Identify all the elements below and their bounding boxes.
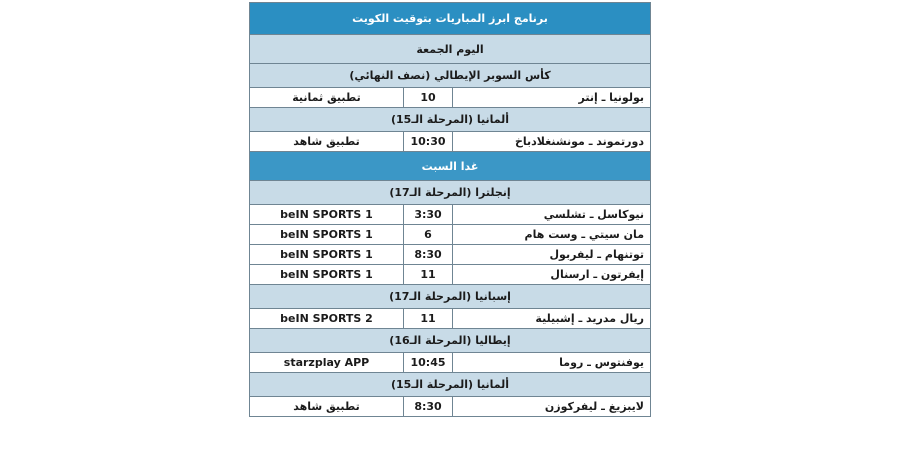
- match-channel: beIN SPORTS 1: [249, 244, 404, 265]
- match-time: 8:30: [403, 244, 453, 265]
- match-channel: تطبيق ثمانية: [249, 87, 404, 108]
- competition-name: ألمانيا (المرحلة الـ15): [249, 107, 651, 132]
- match-teams: إيفرتون ـ ارسنال: [452, 264, 651, 285]
- match-teams: مان سيتي ـ وست هام: [452, 224, 651, 245]
- match-teams: بولونيا ـ إنتر: [452, 87, 651, 108]
- match-teams: لايبزيغ ـ ليفركوزن: [452, 396, 651, 417]
- day-row: غدا السبت: [249, 151, 651, 181]
- competition-name: إسبانيا (المرحلة الـ17): [249, 284, 651, 309]
- match-row: ريال مدريد ـ إشبيلية 11 beIN SPORTS 2: [249, 308, 651, 329]
- match-teams: دورتموند ـ مونشنغلادباخ: [452, 131, 651, 152]
- match-time: 6: [403, 224, 453, 245]
- match-row: مان سيتي ـ وست هام 6 beIN SPORTS 1: [249, 224, 651, 245]
- competition-row: إيطاليا (المرحلة الـ16): [249, 328, 651, 353]
- match-schedule-table: برنامج ابرز المباريات بتوقيت الكويت اليو…: [249, 2, 651, 417]
- match-time: 8:30: [403, 396, 453, 417]
- table-title: برنامج ابرز المباريات بتوقيت الكويت: [249, 2, 651, 35]
- match-teams: نيوكاسل ـ تشلسي: [452, 204, 651, 225]
- day-label: غدا السبت: [249, 151, 651, 181]
- competition-row: كأس السوبر الإيطالي (نصف النهائي): [249, 63, 651, 88]
- match-channel: beIN SPORTS 2: [249, 308, 404, 329]
- match-channel: beIN SPORTS 1: [249, 224, 404, 245]
- competition-row: إنجلترا (المرحلة الـ17): [249, 180, 651, 205]
- match-teams: يوفنتوس ـ روما: [452, 352, 651, 373]
- competition-name: كأس السوبر الإيطالي (نصف النهائي): [249, 63, 651, 88]
- match-row: إيفرتون ـ ارسنال 11 beIN SPORTS 1: [249, 264, 651, 285]
- table-title-row: برنامج ابرز المباريات بتوقيت الكويت: [249, 2, 651, 35]
- match-row: لايبزيغ ـ ليفركوزن 8:30 تطبيق شاهد: [249, 396, 651, 417]
- match-time: 11: [403, 264, 453, 285]
- competition-row: ألمانيا (المرحلة الـ15): [249, 107, 651, 132]
- match-channel: starzplay APP: [249, 352, 404, 373]
- match-time: 10:45: [403, 352, 453, 373]
- match-row: نيوكاسل ـ تشلسي 3:30 beIN SPORTS 1: [249, 204, 651, 225]
- match-teams: توتنهام ـ ليفربول: [452, 244, 651, 265]
- match-channel: تطبيق شاهد: [249, 396, 404, 417]
- match-row: بولونيا ـ إنتر 10 تطبيق ثمانية: [249, 87, 651, 108]
- match-time: 10:30: [403, 131, 453, 152]
- competition-name: إنجلترا (المرحلة الـ17): [249, 180, 651, 205]
- match-channel: beIN SPORTS 1: [249, 204, 404, 225]
- match-time: 10: [403, 87, 453, 108]
- match-time: 3:30: [403, 204, 453, 225]
- competition-name: ألمانيا (المرحلة الـ15): [249, 372, 651, 397]
- competition-row: إسبانيا (المرحلة الـ17): [249, 284, 651, 309]
- day-row: اليوم الجمعة: [249, 34, 651, 64]
- match-time: 11: [403, 308, 453, 329]
- match-channel: beIN SPORTS 1: [249, 264, 404, 285]
- competition-row: ألمانيا (المرحلة الـ15): [249, 372, 651, 397]
- match-channel: تطبيق شاهد: [249, 131, 404, 152]
- match-row: توتنهام ـ ليفربول 8:30 beIN SPORTS 1: [249, 244, 651, 265]
- competition-name: إيطاليا (المرحلة الـ16): [249, 328, 651, 353]
- day-label: اليوم الجمعة: [249, 34, 651, 64]
- match-teams: ريال مدريد ـ إشبيلية: [452, 308, 651, 329]
- match-row: دورتموند ـ مونشنغلادباخ 10:30 تطبيق شاهد: [249, 131, 651, 152]
- match-row: يوفنتوس ـ روما 10:45 starzplay APP: [249, 352, 651, 373]
